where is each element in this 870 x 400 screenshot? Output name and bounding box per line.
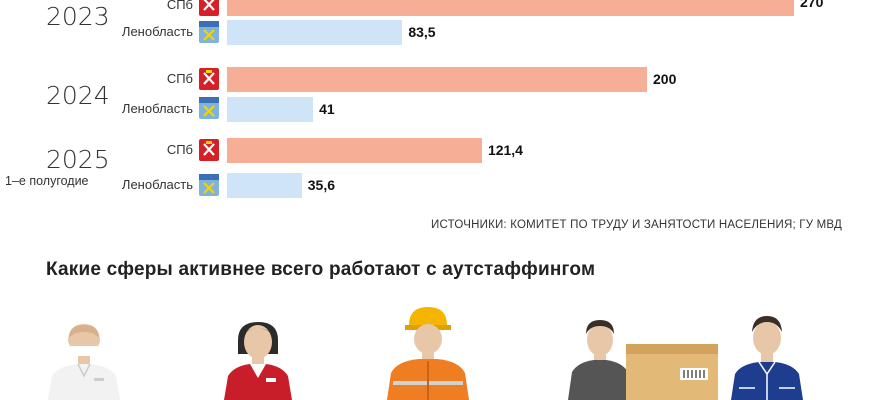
medic-figure <box>48 324 120 400</box>
bar-len-2023 <box>227 20 403 45</box>
value-label-spb-2023: 270 <box>800 0 824 10</box>
lenoblast-emblem-icon <box>199 97 219 119</box>
bar-spb-2023 <box>227 0 794 16</box>
value-label-len-2024: 41 <box>319 101 335 117</box>
region-label-spb-2023: СПб <box>166 0 193 12</box>
bar-spb-2024 <box>227 67 647 92</box>
year-label-2023: 2023 <box>46 2 110 31</box>
value-label-len-2025: 35,6 <box>307 177 335 193</box>
year-label-2025: 2025 <box>46 145 110 174</box>
region-label-len-2025: Ленобласть <box>121 177 193 192</box>
spb-emblem-icon <box>199 68 219 90</box>
region-label-len-2024: Ленобласть <box>121 101 193 116</box>
value-label-len-2023: 83,5 <box>408 24 436 40</box>
bar-len-2025 <box>227 173 302 198</box>
region-label-len-2023: Ленобласть <box>121 24 193 39</box>
value-label-spb-2024: 200 <box>653 71 677 87</box>
spb-emblem-icon <box>199 139 219 161</box>
construction-worker-figure <box>387 307 469 400</box>
lenoblast-emblem-icon <box>199 174 219 196</box>
region-label-spb-2025: СПб <box>166 142 193 157</box>
year-label-2024: 2024 <box>46 81 110 110</box>
section-title: Какие сферы активнее всего работают с ау… <box>46 259 596 280</box>
bar-spb-2025 <box>227 138 482 163</box>
loader-with-box-figure <box>568 320 718 400</box>
region-label-spb-2024: СПб <box>166 71 193 86</box>
spb-emblem-icon <box>199 0 219 16</box>
lenoblast-emblem-icon <box>199 21 219 43</box>
factory-worker-figure <box>731 316 803 400</box>
value-label-spb-2025: 121,4 <box>487 142 523 158</box>
bar-len-2024 <box>227 97 314 122</box>
year-subtitle-2025: 1–е полугодие <box>5 174 89 188</box>
retail-worker-figure <box>224 322 292 400</box>
source-note: ИСТОЧНИКИ: КОМИТЕТ ПО ТРУДУ И ЗАНЯТОСТИ … <box>431 219 842 231</box>
